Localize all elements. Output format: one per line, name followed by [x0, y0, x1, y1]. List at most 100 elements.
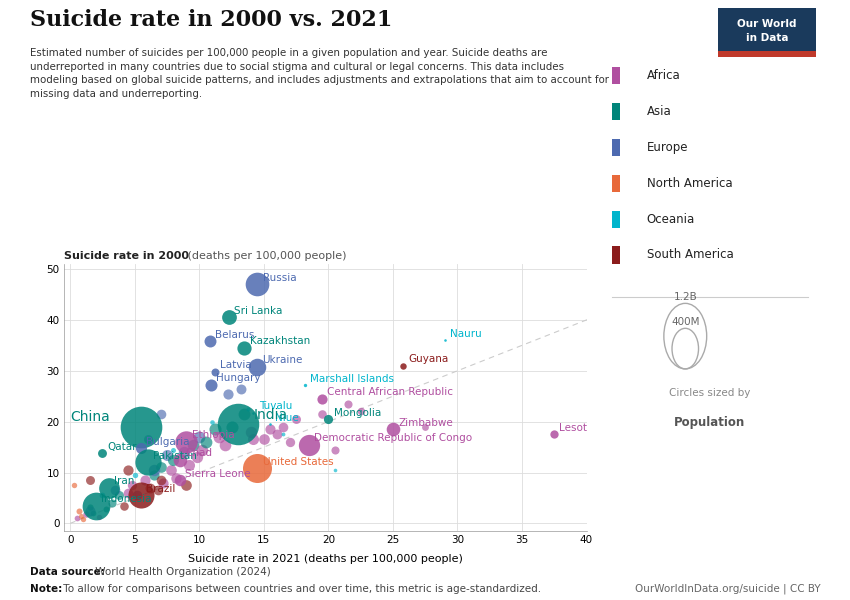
Point	[218, 440, 232, 449]
Point	[270, 430, 284, 439]
Text: Niue: Niue	[275, 413, 299, 422]
Point	[238, 409, 252, 419]
Point	[321, 415, 335, 424]
Point	[264, 424, 277, 434]
Point	[177, 448, 190, 457]
Point	[134, 491, 148, 500]
Point	[354, 407, 367, 416]
Text: Pakistan: Pakistan	[153, 451, 196, 461]
Point	[246, 434, 260, 444]
Point	[238, 343, 252, 353]
Point	[244, 427, 258, 437]
Bar	[718, 51, 816, 57]
Point	[206, 417, 219, 427]
Text: Hungary: Hungary	[216, 373, 261, 383]
Point	[204, 380, 218, 389]
Point	[67, 481, 81, 490]
Point	[134, 422, 148, 431]
Point	[74, 511, 88, 521]
Text: North America: North America	[647, 177, 732, 190]
Point	[195, 445, 208, 454]
Text: World Health Organization (2024): World Health Organization (2024)	[92, 567, 270, 577]
Point	[82, 506, 96, 515]
Text: Qatar: Qatar	[108, 442, 137, 452]
Point	[167, 455, 180, 464]
Point	[315, 409, 329, 419]
Text: Central African Republic: Central African Republic	[327, 387, 453, 397]
Point	[112, 491, 126, 500]
Text: Marshall Islands: Marshall Islands	[310, 374, 394, 383]
Point	[125, 481, 139, 490]
Point	[547, 430, 561, 439]
Text: Bulgaria: Bulgaria	[146, 437, 190, 446]
Point	[173, 475, 187, 485]
Point	[257, 434, 270, 444]
Text: in Data: in Data	[746, 34, 788, 43]
FancyBboxPatch shape	[612, 211, 620, 228]
Point	[179, 437, 193, 447]
Point	[283, 437, 297, 447]
Text: Mongolia: Mongolia	[333, 407, 381, 418]
Point	[141, 458, 155, 467]
Point	[72, 506, 86, 515]
Text: 400M: 400M	[671, 317, 700, 327]
Point	[144, 483, 157, 493]
FancyBboxPatch shape	[612, 103, 620, 120]
FancyBboxPatch shape	[612, 247, 620, 263]
Point	[164, 465, 178, 475]
Text: Iran: Iran	[114, 476, 134, 486]
Point	[151, 485, 165, 495]
Point	[154, 409, 167, 419]
Point	[156, 478, 170, 487]
Point	[276, 430, 290, 439]
FancyBboxPatch shape	[612, 139, 620, 156]
Text: OurWorldInData.org/suicide | CC BY: OurWorldInData.org/suicide | CC BY	[635, 584, 820, 594]
Point	[418, 422, 432, 431]
Point	[167, 445, 180, 454]
Text: Circles sized by: Circles sized by	[669, 388, 751, 398]
Point	[212, 432, 225, 442]
Point	[76, 515, 90, 524]
Point	[234, 384, 247, 394]
Text: Chad: Chad	[185, 448, 212, 458]
Point	[199, 437, 212, 447]
Point	[87, 508, 100, 518]
Point	[221, 389, 235, 398]
Text: 1.2B: 1.2B	[673, 292, 697, 302]
Text: Suicide rate in 2000: Suicide rate in 2000	[64, 251, 189, 261]
Point	[105, 498, 118, 508]
Text: Data source:: Data source:	[30, 567, 105, 577]
Text: To allow for comparisons between countries and over time, this metric is age-sta: To allow for comparisons between countri…	[60, 584, 541, 594]
Point	[109, 485, 122, 495]
Point	[396, 361, 410, 371]
Point	[160, 450, 173, 460]
Point	[139, 475, 152, 485]
Point	[141, 434, 155, 444]
Point	[328, 445, 342, 454]
Text: Indonesia: Indonesia	[101, 494, 151, 504]
Point	[122, 488, 135, 497]
Point	[251, 362, 264, 371]
Point	[154, 463, 167, 472]
Point	[128, 470, 142, 480]
Point	[203, 337, 217, 346]
FancyBboxPatch shape	[612, 67, 620, 84]
Point	[298, 380, 312, 390]
Point	[147, 470, 161, 480]
Point	[169, 473, 183, 482]
Text: Brazil: Brazil	[146, 484, 176, 494]
Point	[122, 465, 135, 475]
Text: Democratic Republic of Congo: Democratic Republic of Congo	[314, 433, 473, 443]
Text: Belarus: Belarus	[215, 330, 254, 340]
Point	[173, 455, 187, 464]
Point	[246, 408, 260, 418]
Point	[99, 505, 113, 514]
Text: Tuvalu: Tuvalu	[258, 401, 292, 411]
Text: Nauru: Nauru	[450, 329, 481, 339]
Point	[328, 465, 342, 475]
Point	[79, 509, 93, 519]
Text: Asia: Asia	[647, 105, 672, 118]
Point	[251, 464, 264, 473]
Text: Guyana: Guyana	[408, 354, 449, 364]
Text: Kazakhstan: Kazakhstan	[250, 337, 310, 346]
